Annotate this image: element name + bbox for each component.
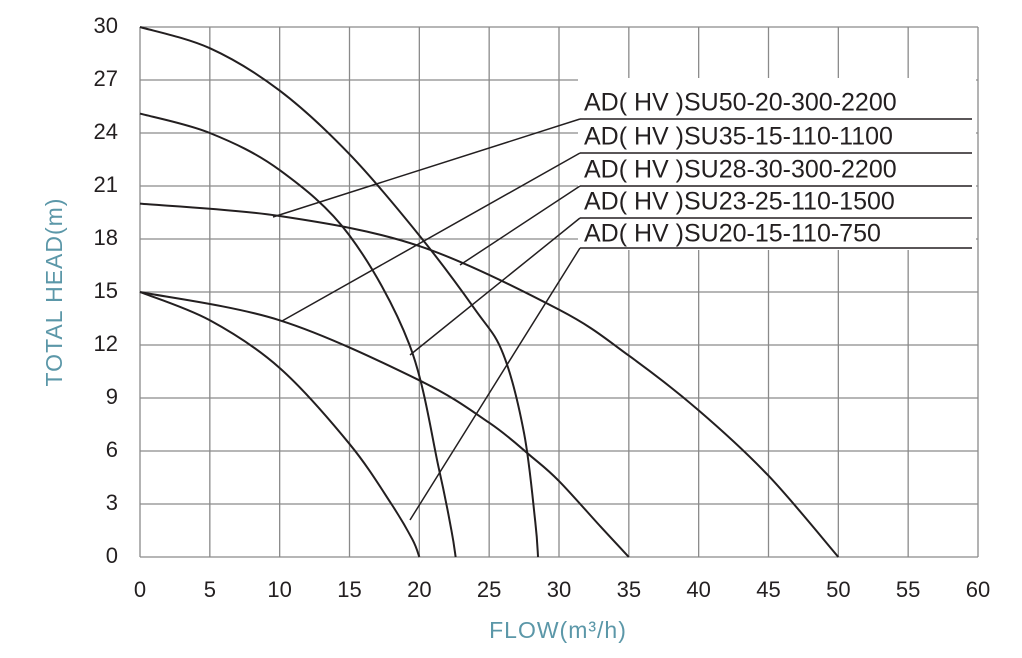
x-tick-label: 35: [617, 577, 641, 602]
x-tick-label: 10: [267, 577, 291, 602]
y-tick-label: 6: [106, 437, 118, 462]
x-axis-title: FLOW(m³/h): [489, 617, 627, 643]
y-axis-title: TOTAL HEAD(m): [41, 198, 67, 387]
curve: [139, 291, 421, 558]
curve: [139, 26, 540, 558]
leader-line: [459, 185, 581, 266]
x-tick-label: 20: [407, 577, 431, 602]
y-tick-label: 12: [94, 331, 118, 356]
x-tick-label: 5: [204, 577, 216, 602]
y-tick-label: 30: [94, 13, 118, 38]
series-label: AD( HV )SU20-15-110-750: [584, 220, 881, 248]
series-label: AD( HV )SU35-15-110-1100: [584, 123, 893, 151]
x-tick-label: 30: [547, 577, 571, 602]
curve: [139, 202, 840, 558]
y-tick-label: 27: [94, 66, 118, 91]
y-tick-label: 18: [94, 225, 118, 250]
legend-background: [578, 78, 976, 250]
x-tick-label: 50: [826, 577, 850, 602]
x-tick-label: 60: [966, 577, 990, 602]
curve: [139, 112, 457, 558]
series-label: AD( HV )SU28-30-300-2200: [584, 156, 897, 184]
y-tick-label: 3: [106, 490, 118, 515]
y-tick-label: 9: [106, 384, 118, 409]
y-tick-label: 15: [94, 278, 118, 303]
x-tick-label: 15: [337, 577, 361, 602]
x-tick-label: 45: [756, 577, 780, 602]
x-tick-label: 25: [477, 577, 501, 602]
curves: [139, 26, 840, 558]
series-label: AD( HV )SU23-25-110-1500: [584, 188, 895, 216]
curve: [139, 291, 630, 558]
leader-line: [281, 152, 581, 322]
leader-lines: [272, 118, 972, 521]
leader-line: [272, 118, 581, 218]
y-tick-label: 21: [94, 172, 118, 197]
leader-line: [409, 247, 581, 521]
x-tick-label: 55: [896, 577, 920, 602]
x-tick-label: 0: [134, 577, 146, 602]
x-tick-label: 40: [686, 577, 710, 602]
y-tick-label: 24: [94, 119, 118, 144]
y-tick-label: 0: [106, 543, 118, 568]
leader-line: [409, 217, 581, 356]
series-label: AD( HV )SU50-20-300-2200: [584, 89, 897, 117]
